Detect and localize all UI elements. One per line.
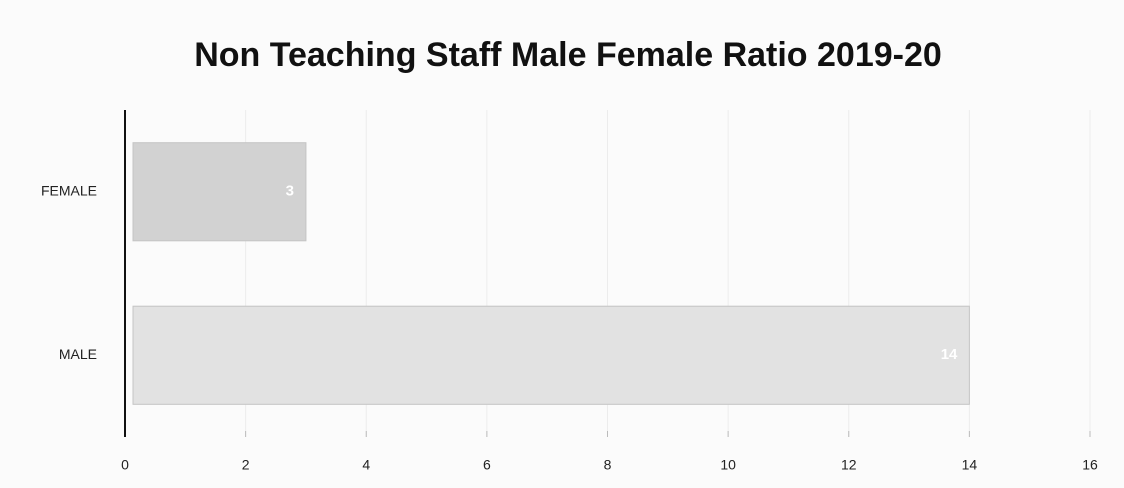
x-tick-label: 0 — [121, 457, 129, 473]
data-label: 14 — [941, 346, 958, 363]
x-tick-label: 12 — [841, 457, 857, 473]
x-tick-label: 8 — [604, 457, 612, 473]
bar — [132, 142, 307, 242]
x-tick-label: 14 — [962, 457, 978, 473]
x-tick-label: 16 — [1082, 457, 1098, 473]
y-tick-label: FEMALE — [41, 182, 97, 198]
x-tick-label: 10 — [720, 457, 736, 473]
x-tick-label: 4 — [362, 457, 370, 473]
y-tick-label: MALE — [59, 346, 97, 362]
bar — [132, 305, 970, 405]
data-label: 3 — [286, 183, 294, 200]
x-tick-label: 6 — [483, 457, 491, 473]
x-tick-label: 2 — [242, 457, 250, 473]
chart-title: Non Teaching Staff Male Female Ratio 201… — [194, 36, 942, 74]
